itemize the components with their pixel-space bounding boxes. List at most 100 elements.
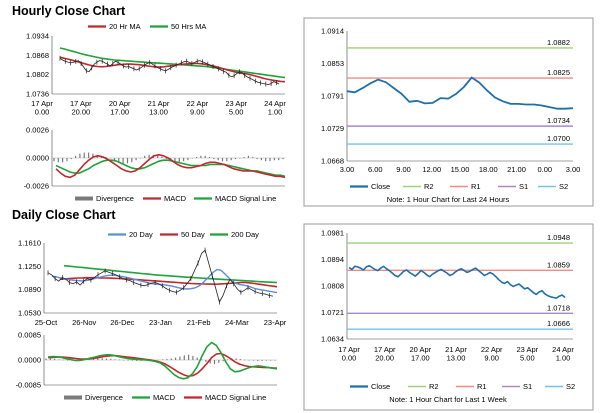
legend-hourly-macd-label: MACD	[164, 194, 187, 203]
legend-daily-pivot-r1-label: R1	[477, 382, 487, 391]
hourly-pivot-panel	[303, 17, 594, 207]
hourly-20hr-ma-line	[59, 56, 286, 83]
daily-price-x-tick-label: 23-Apr	[264, 318, 287, 327]
divergence-bar	[62, 158, 64, 163]
daily-pivot-close-line	[348, 264, 566, 299]
hourly-pivot-s2-label: 1.0700	[547, 134, 570, 143]
divergence-bar	[135, 158, 137, 161]
hourly-pivot-y-tick-label: 1.0668	[321, 157, 344, 166]
legend-50hr-ma-label: 50 Hrs MA	[171, 22, 206, 31]
divergence-bar	[191, 158, 193, 159]
divergence-bar	[269, 158, 271, 162]
divergence-bar	[161, 156, 163, 158]
hourly-section-title: Hourly Close Chart	[12, 4, 126, 18]
divergence-bar	[166, 359, 168, 360]
divergence-bar	[282, 158, 284, 160]
hourly-price-x-tick-label: 17 Apr 0.00	[31, 99, 53, 117]
hourly-pivot-x-tick-label: 21.00	[507, 165, 526, 174]
divergence-bar	[92, 153, 94, 158]
divergence-bar	[131, 360, 133, 361]
divergence-bar	[278, 158, 280, 161]
legend-hourly-divergence-label: Divergence	[96, 194, 134, 203]
divergence-bar	[192, 355, 194, 360]
divergence-bar	[234, 158, 237, 160]
hourly-price-y-tick-label: 1.0736	[26, 90, 49, 99]
divergence-bar	[221, 158, 224, 162]
divergence-bar	[144, 155, 146, 158]
divergence-bar	[222, 360, 224, 362]
divergence-bar	[239, 158, 241, 159]
hourly-pivot-y-tick-label: 1.0853	[321, 59, 344, 68]
hourly-pivot-r2-label: 1.0882	[547, 38, 570, 47]
hourly-price-x-tick-label: 23 Apr 5.00	[225, 99, 247, 117]
divergence-bar	[114, 359, 116, 360]
daily-pivot-x-tick-label: 17 Apr 0.00	[338, 345, 360, 363]
hourly-price-y-tick-label: 1.0934	[26, 32, 49, 41]
divergence-bar	[178, 158, 180, 163]
divergence-bar	[109, 158, 111, 159]
divergence-bar	[213, 360, 216, 365]
divergence-bar	[205, 360, 207, 362]
divergence-bar	[122, 158, 124, 164]
divergence-bar	[105, 358, 108, 360]
divergence-bar	[101, 358, 103, 360]
daily-price-x-tick-label: 21-Feb	[187, 318, 211, 327]
legend-hourly-pivot-s1-label: S1	[519, 182, 528, 191]
divergence-bar	[157, 155, 159, 158]
daily-macd-y-tick-label: -0.0085	[16, 381, 41, 390]
hourly-macd-line	[55, 154, 286, 179]
divergence-bar	[243, 156, 245, 158]
daily-pivot-r1-label: 1.0859	[547, 260, 570, 269]
divergence-bar	[187, 158, 189, 161]
legend-20-day-label: 20 Day	[129, 230, 153, 239]
divergence-bar	[79, 153, 81, 158]
divergence-bar	[230, 158, 232, 161]
daily-price-x-tick-label: 25-Oct	[35, 318, 58, 327]
divergence-bar	[157, 359, 159, 361]
hourly-pivot-x-tick-label: 0.00	[537, 165, 552, 174]
divergence-bar	[88, 152, 90, 158]
divergence-bar	[252, 156, 254, 158]
hourly-pivot-x-tick-label: 3.00	[566, 165, 581, 174]
legend-daily-pivot-s1-label: S1	[523, 382, 532, 391]
hourly-price-y-tick-label: 1.0868	[26, 51, 49, 60]
divergence-bar	[105, 156, 107, 158]
hourly-pivot-x-tick-label: 9.00	[396, 165, 411, 174]
divergence-bar	[239, 359, 241, 360]
daily-20-day-line	[51, 268, 278, 294]
daily-pivot-note: Note: 1 Hour Chart for Last 1 Week	[389, 395, 507, 404]
divergence-bar	[118, 158, 120, 163]
divergence-bar	[200, 359, 203, 360]
hourly-pivot-r1-label: 1.0825	[547, 68, 570, 77]
hourly-macd-signal-line	[55, 159, 286, 178]
hourly-pivot-y-tick-label: 1.0791	[321, 92, 344, 101]
divergence-bar	[131, 158, 133, 163]
daily-pivot-x-tick-label: 21 Apr 13.00	[445, 345, 467, 363]
divergence-bar	[45, 358, 47, 360]
legend-daily-pivot-close-label: Close	[371, 382, 390, 391]
divergence-bar	[261, 360, 263, 361]
divergence-bar	[196, 357, 198, 360]
legend-daily-macd-signal-label: MACD Signal Line	[205, 393, 266, 402]
daily-pivot-x-tick-label: 24 Apr 1.00	[552, 345, 574, 363]
legend-20hr-ma-label: 20 Hr MA	[109, 22, 141, 31]
divergence-bar	[260, 158, 262, 161]
divergence-bar	[92, 358, 95, 360]
divergence-bar	[247, 155, 249, 158]
daily-price-x-tick-label: 26-Dec	[110, 318, 134, 327]
divergence-bar	[273, 158, 275, 161]
divergence-bar	[257, 360, 259, 361]
daily-price-x-tick-label: 23-Jan	[149, 318, 172, 327]
hourly-pivot-y-tick-label: 1.0914	[321, 27, 344, 36]
daily-macd-y-tick-label: 0.0000	[18, 356, 41, 365]
divergence-bar	[170, 358, 172, 360]
daily-pivot-y-tick-label: 1.0981	[321, 229, 344, 238]
daily-section-title: Daily Close Chart	[12, 208, 116, 222]
divergence-bar	[57, 158, 59, 163]
divergence-bar	[62, 359, 64, 361]
divergence-bar	[204, 155, 206, 158]
divergence-bar	[175, 357, 177, 360]
daily-price-y-tick-label: 1.1250	[18, 262, 41, 271]
hourly-price-x-tick-label: 20 Apr 17.00	[109, 99, 131, 117]
divergence-bar	[213, 158, 215, 160]
